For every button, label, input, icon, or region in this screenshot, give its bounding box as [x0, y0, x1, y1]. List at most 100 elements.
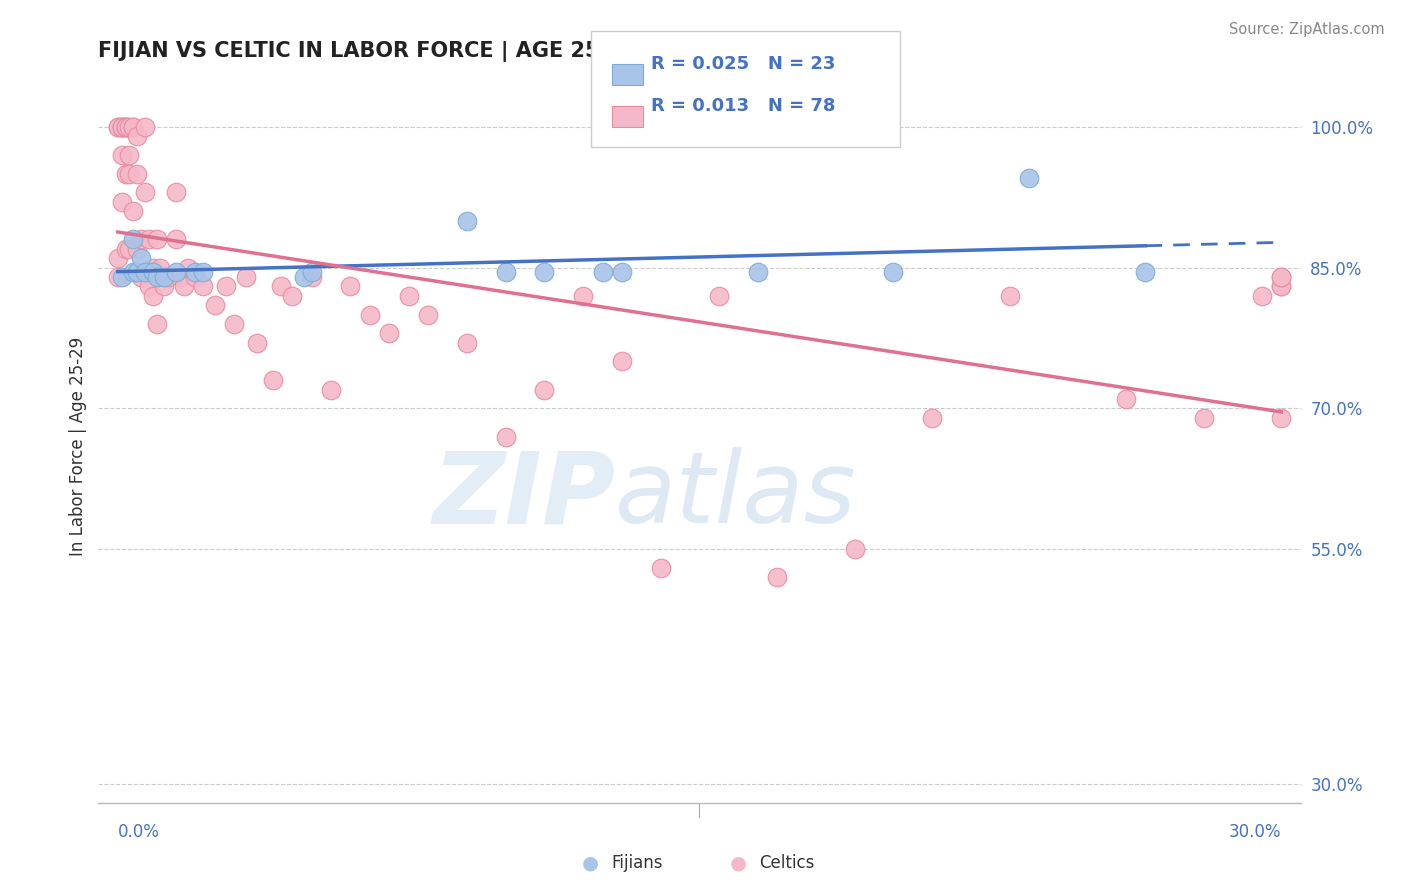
Point	[142, 260, 165, 275]
Point	[495, 429, 517, 443]
Point	[114, 167, 136, 181]
Point	[707, 289, 730, 303]
Point	[122, 232, 145, 246]
Point	[122, 265, 145, 279]
Point	[650, 561, 672, 575]
Point	[107, 270, 129, 285]
Text: 0.0%: 0.0%	[118, 823, 160, 841]
Point	[533, 383, 555, 397]
Point	[129, 270, 152, 285]
Point	[176, 260, 198, 275]
Point	[235, 270, 257, 285]
Text: atlas: atlas	[616, 448, 858, 544]
Point	[572, 289, 595, 303]
Point	[1270, 270, 1292, 285]
Point	[111, 148, 134, 162]
Point	[107, 120, 129, 134]
Point	[145, 270, 167, 285]
Point	[1192, 410, 1215, 425]
Point	[191, 279, 214, 293]
Point	[416, 308, 439, 322]
Point	[118, 242, 141, 256]
Point	[134, 120, 156, 134]
Point	[165, 186, 187, 200]
Point	[301, 265, 323, 279]
Point	[127, 167, 149, 181]
Point	[111, 194, 134, 209]
Point	[127, 265, 149, 279]
Text: ZIP: ZIP	[432, 448, 616, 544]
Point	[169, 270, 191, 285]
Point	[191, 265, 214, 279]
Point	[998, 289, 1021, 303]
Point	[145, 232, 167, 246]
Point	[610, 265, 633, 279]
Point	[1115, 392, 1137, 406]
Point	[262, 373, 284, 387]
Point	[157, 270, 180, 285]
Point	[378, 326, 401, 341]
Point	[1270, 410, 1292, 425]
Point	[1270, 270, 1292, 285]
Point	[122, 120, 145, 134]
Point	[114, 120, 136, 134]
Point	[766, 570, 789, 584]
Y-axis label: In Labor Force | Age 25-29: In Labor Force | Age 25-29	[69, 336, 87, 556]
Point	[153, 279, 176, 293]
Point	[118, 148, 141, 162]
Point	[118, 120, 141, 134]
Point	[165, 232, 187, 246]
Point	[339, 279, 361, 293]
Point	[153, 270, 176, 285]
Point	[134, 265, 156, 279]
Point	[1018, 171, 1040, 186]
Point	[127, 129, 149, 144]
Text: 30.0%: 30.0%	[1229, 823, 1281, 841]
Point	[184, 270, 207, 285]
Point	[129, 232, 152, 246]
Point	[592, 265, 614, 279]
Point	[456, 335, 478, 350]
Point	[122, 120, 145, 134]
Point	[1135, 265, 1157, 279]
Point	[129, 251, 152, 265]
Point	[359, 308, 381, 322]
Text: ●: ●	[582, 854, 599, 873]
Point	[281, 289, 304, 303]
Point	[921, 410, 943, 425]
Point	[111, 120, 134, 134]
Point	[184, 265, 207, 279]
Text: ●: ●	[730, 854, 747, 873]
Text: FIJIAN VS CELTIC IN LABOR FORCE | AGE 25-29 CORRELATION CHART: FIJIAN VS CELTIC IN LABOR FORCE | AGE 25…	[98, 41, 894, 62]
Point	[118, 167, 141, 181]
Point	[319, 383, 342, 397]
Point	[610, 354, 633, 368]
Point	[215, 279, 238, 293]
Text: Celtics: Celtics	[759, 855, 814, 872]
Point	[1270, 279, 1292, 293]
Point	[224, 317, 246, 331]
Point	[882, 265, 904, 279]
Point	[111, 120, 134, 134]
Point	[114, 242, 136, 256]
Point	[111, 270, 134, 285]
Point	[107, 120, 129, 134]
Point	[122, 204, 145, 219]
Text: Fijians: Fijians	[612, 855, 664, 872]
Point	[149, 260, 172, 275]
Point	[138, 232, 160, 246]
Point	[301, 270, 323, 285]
Point	[844, 542, 866, 557]
Point	[1250, 289, 1272, 303]
Point	[114, 120, 136, 134]
Point	[142, 265, 165, 279]
Text: R = 0.025   N = 23: R = 0.025 N = 23	[651, 55, 835, 73]
Point	[292, 270, 315, 285]
Point	[398, 289, 420, 303]
Text: R = 0.013   N = 78: R = 0.013 N = 78	[651, 97, 835, 115]
Point	[456, 213, 478, 227]
Point	[145, 317, 167, 331]
Point	[165, 265, 187, 279]
Point	[1270, 279, 1292, 293]
Point	[127, 242, 149, 256]
